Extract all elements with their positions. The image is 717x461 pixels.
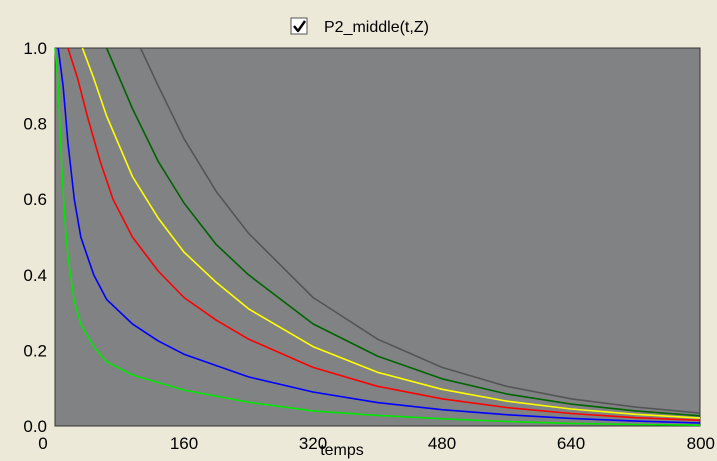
series-line-4 <box>81 47 701 419</box>
series-line-3 <box>67 47 701 422</box>
checkmark-icon <box>293 20 306 33</box>
x-axis: 0 160 320 480 640 800 <box>38 434 715 453</box>
plot-area <box>54 47 701 427</box>
x-tick-label: 480 <box>428 434 456 453</box>
x-axis-label: temps <box>320 442 364 459</box>
y-tick-label: 1.0 <box>23 39 47 58</box>
series-line-6 <box>139 47 701 414</box>
y-tick-label: 0.0 <box>23 417 47 436</box>
y-tick-label: 0.2 <box>23 341 47 360</box>
legend-label: P2_middle(t,Z) <box>324 19 429 36</box>
x-tick-label: 160 <box>170 434 198 453</box>
x-tick-label: 0 <box>38 434 47 453</box>
y-tick-label: 0.8 <box>23 115 47 134</box>
y-tick-label: 0.4 <box>23 266 47 285</box>
x-tick-label: 640 <box>557 434 585 453</box>
y-axis: 0.0 0.2 0.4 0.6 0.8 1.0 <box>23 39 47 436</box>
series-line-5 <box>105 47 701 417</box>
series-line-2 <box>57 47 701 424</box>
legend: P2_middle(t,Z) <box>290 17 429 36</box>
y-tick-label: 0.6 <box>23 190 47 209</box>
series-layer <box>54 47 701 426</box>
x-tick-label: 800 <box>687 434 715 453</box>
series-line-1 <box>54 47 701 426</box>
x-tick-label: 320 <box>299 434 327 453</box>
